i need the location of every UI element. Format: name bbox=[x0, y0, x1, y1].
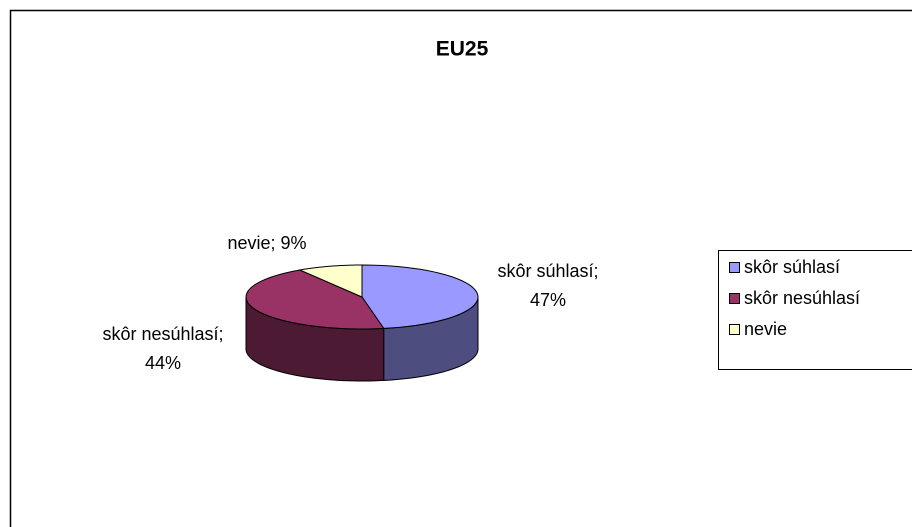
legend-swatch bbox=[729, 293, 740, 304]
legend-swatch bbox=[729, 262, 740, 273]
data-label: skôr nesúhlasí; bbox=[102, 324, 223, 344]
data-label: nevie; 9% bbox=[227, 233, 306, 253]
data-label: 47% bbox=[530, 290, 566, 310]
legend-label: skôr súhlasí bbox=[744, 257, 840, 277]
legend-swatch bbox=[729, 324, 740, 335]
chart-title: EU25 bbox=[436, 38, 489, 61]
pie-slice bbox=[245, 269, 385, 330]
legend-box bbox=[718, 250, 912, 370]
data-label: skôr súhlasí; bbox=[497, 261, 598, 281]
legend-label: nevie bbox=[744, 319, 787, 339]
pie-slice bbox=[298, 264, 363, 298]
pie-slice bbox=[361, 264, 479, 329]
data-label: 44% bbox=[145, 353, 181, 373]
legend-label: skôr nesúhlasí bbox=[744, 288, 860, 308]
